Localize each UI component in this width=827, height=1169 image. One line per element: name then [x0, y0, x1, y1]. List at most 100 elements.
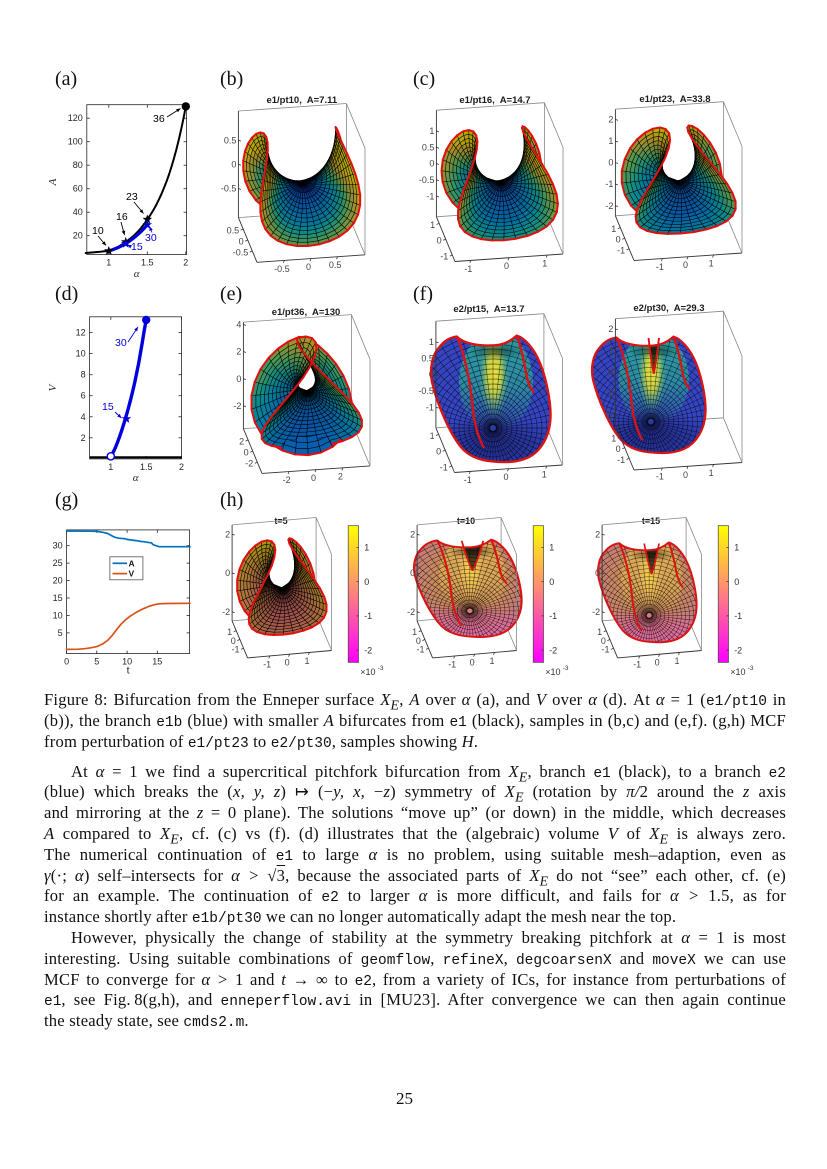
svg-text:0: 0 — [410, 568, 415, 578]
svg-text:1: 1 — [709, 259, 714, 269]
svg-text:25: 25 — [53, 558, 63, 568]
svg-text:0.5: 0.5 — [224, 135, 237, 145]
svg-text:V: V — [129, 569, 135, 579]
svg-text:-1: -1 — [605, 389, 613, 399]
svg-text:-2: -2 — [407, 607, 415, 617]
svg-text:1: 1 — [608, 136, 613, 146]
svg-text:0: 0 — [608, 158, 613, 168]
svg-text:A: A — [47, 178, 59, 186]
svg-text:0: 0 — [601, 636, 606, 646]
svg-text:0: 0 — [616, 444, 621, 454]
svg-text:0: 0 — [549, 577, 554, 587]
svg-text:60: 60 — [73, 184, 83, 194]
svg-text:t=15: t=15 — [642, 516, 660, 526]
svg-text:-3: -3 — [378, 665, 384, 672]
svg-text:-2: -2 — [549, 645, 557, 655]
svg-text:2: 2 — [608, 115, 613, 125]
svg-text:20: 20 — [53, 576, 63, 586]
svg-text:2: 2 — [183, 258, 188, 268]
svg-text:0: 0 — [231, 160, 236, 170]
svg-text:10: 10 — [92, 225, 104, 237]
svg-text:4: 4 — [81, 412, 86, 422]
svg-text:1: 1 — [304, 656, 309, 666]
svg-text:e1/pt10, A=7.11: e1/pt10, A=7.11 — [266, 95, 337, 106]
svg-text:1: 1 — [542, 259, 547, 269]
svg-text:0: 0 — [504, 261, 509, 271]
svg-text:100: 100 — [68, 137, 83, 147]
svg-text:0: 0 — [225, 568, 230, 578]
svg-text:120: 120 — [68, 113, 83, 123]
svg-text:0: 0 — [470, 658, 475, 668]
svg-text:1: 1 — [542, 470, 547, 480]
svg-text:15: 15 — [131, 241, 143, 253]
svg-text:2: 2 — [595, 529, 600, 539]
svg-text:15: 15 — [152, 657, 162, 667]
svg-text:e2/pt15, A=13.7: e2/pt15, A=13.7 — [453, 304, 524, 315]
svg-text:8: 8 — [81, 370, 86, 380]
svg-text:×10: ×10 — [360, 667, 375, 677]
svg-text:1: 1 — [412, 627, 417, 637]
svg-text:80: 80 — [73, 160, 83, 170]
svg-text:1: 1 — [430, 220, 435, 230]
svg-text:0: 0 — [364, 577, 369, 587]
svg-text:α: α — [133, 472, 139, 484]
svg-text:-1: -1 — [464, 264, 472, 274]
svg-text:0: 0 — [64, 657, 69, 667]
svg-text:-1: -1 — [440, 252, 448, 262]
svg-text:-1: -1 — [440, 463, 448, 473]
svg-text:1.5: 1.5 — [141, 258, 154, 268]
svg-text:16: 16 — [116, 211, 128, 223]
svg-text:-1: -1 — [656, 262, 664, 272]
svg-text:0: 0 — [437, 236, 442, 246]
svg-text:10: 10 — [76, 349, 86, 359]
svg-text:4: 4 — [236, 320, 241, 330]
svg-text:0: 0 — [503, 472, 508, 482]
svg-text:0: 0 — [683, 260, 688, 270]
svg-text:-1: -1 — [426, 191, 434, 201]
svg-text:A: A — [129, 558, 135, 568]
svg-text:-2: -2 — [364, 645, 372, 655]
svg-text:t=5: t=5 — [274, 516, 287, 526]
svg-text:-2: -2 — [734, 645, 742, 655]
svg-text:1: 1 — [429, 337, 434, 347]
svg-text:t=10: t=10 — [457, 516, 475, 526]
svg-text:-0.5: -0.5 — [233, 247, 249, 257]
svg-text:12: 12 — [76, 328, 86, 338]
svg-text:0.5: 0.5 — [227, 226, 240, 236]
svg-text:0.5: 0.5 — [421, 353, 434, 363]
svg-text:-1: -1 — [605, 179, 613, 189]
svg-text:-0.5: -0.5 — [221, 184, 237, 194]
svg-text:-2: -2 — [605, 201, 613, 211]
svg-text:e1/pt36, A=130: e1/pt36, A=130 — [272, 307, 341, 318]
svg-text:0: 0 — [608, 367, 613, 377]
svg-text:-1: -1 — [231, 645, 239, 655]
svg-text:23: 23 — [126, 191, 138, 203]
svg-text:1: 1 — [611, 224, 616, 234]
svg-text:e1/pt16, A=14.7: e1/pt16, A=14.7 — [459, 95, 530, 106]
svg-text:×10: ×10 — [730, 667, 745, 677]
svg-text:36: 36 — [153, 113, 165, 125]
svg-text:0: 0 — [655, 658, 660, 668]
svg-text:e1/pt23, A=33.8: e1/pt23, A=33.8 — [639, 94, 710, 105]
svg-text:-1: -1 — [416, 645, 424, 655]
svg-text:-2: -2 — [233, 401, 241, 411]
svg-text:-1: -1 — [617, 245, 625, 255]
svg-text:0.5: 0.5 — [329, 260, 342, 270]
svg-text:-2: -2 — [605, 410, 613, 420]
svg-text:-1: -1 — [364, 611, 372, 621]
svg-text:30: 30 — [115, 337, 127, 349]
svg-text:-1: -1 — [448, 660, 456, 670]
svg-text:0: 0 — [239, 237, 244, 247]
svg-text:-1: -1 — [656, 472, 664, 482]
svg-text:15: 15 — [102, 401, 114, 413]
svg-text:0: 0 — [616, 235, 621, 245]
svg-text:1: 1 — [611, 434, 616, 444]
svg-text:-1: -1 — [633, 660, 641, 670]
svg-text:1: 1 — [227, 627, 232, 637]
svg-text:0.5: 0.5 — [422, 142, 435, 152]
svg-text:0: 0 — [734, 577, 739, 587]
svg-text:0: 0 — [436, 447, 441, 457]
svg-text:1: 1 — [106, 258, 111, 268]
svg-text:1: 1 — [674, 656, 679, 666]
svg-text:2: 2 — [608, 324, 613, 334]
